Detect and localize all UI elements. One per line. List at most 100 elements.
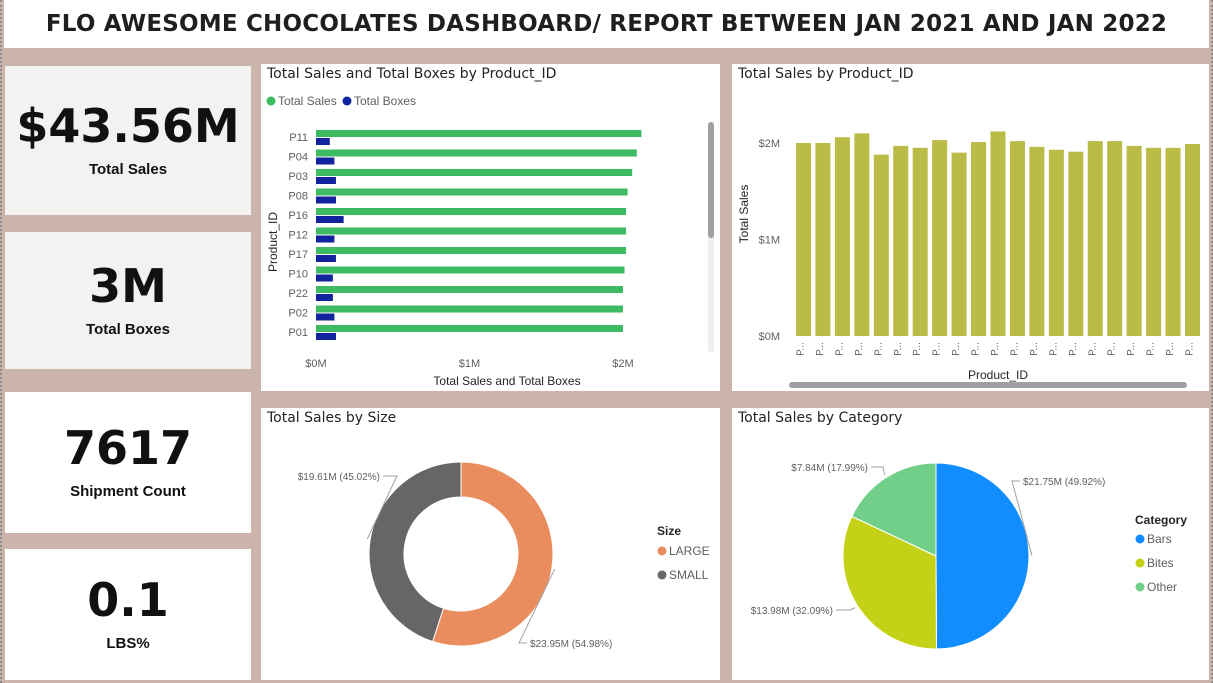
chart1-x-axis-title: Total Sales and Total Boxes bbox=[433, 374, 580, 388]
chart3-title: Total Sales by Size bbox=[267, 410, 397, 426]
chart3-leader-line bbox=[518, 568, 556, 644]
legend-swatch-other bbox=[1135, 582, 1145, 592]
legend-swatch-total-sales bbox=[266, 96, 276, 106]
chart-sales-by-size[interactable]: Total Sales by Size $23.95M (54.98%) $19.… bbox=[261, 408, 720, 680]
chart2-bar bbox=[815, 143, 831, 336]
chart1-bar-total-boxes bbox=[316, 138, 330, 145]
legend-swatch-small bbox=[657, 570, 667, 580]
chart4-plot: $21.75M (49.92%) $13.98M (32.09%) $7.84M (… bbox=[751, 462, 1105, 650]
chart4-data-label: $13.98M (32.09%) bbox=[751, 606, 833, 617]
chart2-x-tick-label: P... bbox=[1107, 342, 1118, 356]
legend-label-total-sales: Total Sales bbox=[278, 94, 337, 108]
kpi-lbs-value: 0.1 bbox=[87, 573, 169, 627]
chart2-x-tick-label: P... bbox=[1165, 342, 1176, 356]
chart1-title: Total Sales and Total Boxes by Product_I… bbox=[267, 66, 557, 82]
chart2-bar bbox=[854, 133, 870, 336]
chart1-bar-total-boxes bbox=[316, 255, 336, 262]
chart4-svg: $21.75M (49.92%) $13.98M (32.09%) $7.84M (… bbox=[751, 462, 1187, 650]
chart2-y-axis-title: Total Sales bbox=[737, 185, 751, 244]
kpi-total-sales-value: $43.56M bbox=[16, 99, 240, 153]
chart1-y-tick-label: P04 bbox=[288, 152, 308, 164]
chart-sales-by-product[interactable]: Total Sales by Product_ID $0M $1M $2M P... P… bbox=[732, 64, 1209, 391]
chart2-x-tick-label: P... bbox=[951, 342, 962, 356]
chart4-leader-line bbox=[871, 466, 886, 476]
chart2-bar bbox=[951, 152, 967, 336]
chart4-slice-other bbox=[851, 462, 937, 557]
kpi-total-sales-label: Total Sales bbox=[88, 161, 168, 178]
chart2-bar bbox=[1029, 146, 1045, 336]
chart1-plot: $0M $1M $2M P11 P04 P03 P08 P16 P12 P17 P10 P22 P02 P… bbox=[288, 130, 642, 370]
dashboard-title: FLO AWESOME CHOCOLATES DASHBOARD/ REPORT… bbox=[45, 11, 1168, 37]
chart3-svg: $23.95M (54.98%) $19.61M (45.02%) Size LA… bbox=[298, 461, 710, 650]
chart1-bar-total-sales bbox=[316, 130, 642, 137]
dashboard-title-bar: FLO AWESOME CHOCOLATES DASHBOARD/ REPORT… bbox=[4, 0, 1209, 48]
chart2-bar bbox=[1068, 151, 1084, 336]
chart1-scrollbar-thumb[interactable] bbox=[708, 122, 714, 238]
chart1-bar-total-sales bbox=[316, 227, 627, 235]
chart1-bar-total-boxes bbox=[316, 333, 336, 340]
chart1-bar-total-sales bbox=[316, 247, 627, 254]
canvas-left-border bbox=[0, 0, 2, 683]
chart2-svg: $0M $1M $2M P... P... P... P... P... P... P... P..… bbox=[737, 131, 1200, 388]
legend-label-bars: Bars bbox=[1147, 532, 1172, 546]
chart1-bar-total-sales bbox=[316, 169, 633, 176]
chart4-data-label: $7.84M (17.99%) bbox=[791, 463, 868, 474]
chart1-bar-total-sales bbox=[316, 149, 637, 157]
kpi-card-total-boxes[interactable]: 3M Total Boxes bbox=[5, 232, 251, 369]
chart1-bar-total-boxes bbox=[316, 196, 336, 204]
chart1-bar-total-boxes bbox=[316, 177, 336, 184]
kpi-card-total-sales[interactable]: $43.56M Total Sales bbox=[5, 66, 251, 215]
chart1-bar-total-sales bbox=[316, 286, 623, 293]
chart2-x-tick-label: P... bbox=[1185, 342, 1196, 356]
chart1-y-tick-label: P17 bbox=[288, 249, 308, 261]
chart2-bar bbox=[873, 154, 889, 336]
chart2-plot: $0M $1M $2M P... P... P... P... P... P... P... P..… bbox=[759, 131, 1200, 356]
chart2-scrollbar-thumb[interactable] bbox=[789, 382, 1187, 388]
chart1-bar-total-sales bbox=[316, 188, 628, 196]
chart-sales-boxes-by-product[interactable]: Total Sales and Total Boxes by Product_I… bbox=[261, 64, 720, 391]
chart2-bar bbox=[990, 131, 1006, 336]
chart1-y-tick-label: P22 bbox=[288, 288, 308, 300]
chart1-y-tick-label: P03 bbox=[288, 171, 308, 183]
kpi-card-shipment-count[interactable]: 7617 Shipment Count bbox=[5, 392, 251, 533]
legend-label-total-boxes: Total Boxes bbox=[354, 94, 416, 108]
chart4-leader-line bbox=[1011, 480, 1033, 556]
chart2-bar bbox=[834, 137, 850, 336]
chart1-bar-total-boxes bbox=[316, 313, 335, 321]
legend-swatch-total-boxes bbox=[342, 96, 352, 106]
chart1-bar-total-sales bbox=[316, 266, 625, 274]
kpi-total-boxes-label: Total Boxes bbox=[86, 321, 170, 338]
chart1-bar-total-boxes bbox=[316, 294, 333, 301]
kpi-shipment-count-label: Shipment Count bbox=[70, 483, 186, 500]
chart4-slice-bars bbox=[935, 462, 1030, 650]
chart2-x-tick-label: P... bbox=[796, 342, 807, 356]
chart3-plot: $23.95M (54.98%) $19.61M (45.02%) bbox=[298, 461, 612, 650]
chart1-bar-total-boxes bbox=[316, 235, 335, 243]
chart2-x-tick-label: P... bbox=[1029, 342, 1040, 356]
chart2-bar bbox=[1009, 141, 1025, 336]
chart1-svg: Total Sales Total Boxes $0M $1M $2M P11 P04 P… bbox=[266, 94, 714, 388]
chart2-x-tick-label: P... bbox=[990, 342, 1001, 356]
legend-label-other: Other bbox=[1147, 580, 1177, 594]
chart1-bar-total-sales bbox=[316, 305, 623, 313]
chart2-bar bbox=[893, 145, 909, 336]
chart2-bar bbox=[796, 143, 811, 336]
chart2-bar bbox=[1126, 145, 1142, 336]
chart2-title: Total Sales by Product_ID bbox=[738, 66, 914, 82]
chart1-y-tick-label: P01 bbox=[288, 327, 308, 339]
chart2-x-tick-label: P... bbox=[1146, 342, 1157, 356]
chart2-x-tick-label: P... bbox=[834, 342, 845, 356]
canvas-right-border bbox=[1211, 0, 1213, 683]
chart2-bar bbox=[1107, 141, 1123, 336]
chart-sales-by-category[interactable]: Total Sales by Category $21.75M (49.92%)… bbox=[732, 408, 1209, 680]
kpi-card-lbs[interactable]: 0.1 LBS% bbox=[5, 549, 251, 680]
chart1-x-tick-label: $1M bbox=[459, 358, 480, 370]
chart1-y-tick-label: P08 bbox=[288, 191, 308, 203]
chart3-slice-large bbox=[432, 461, 554, 647]
chart2-y-tick-label: $1M bbox=[759, 235, 780, 247]
chart1-x-tick-label: $0M bbox=[305, 358, 326, 370]
chart1-bar-total-boxes bbox=[316, 274, 333, 282]
chart4-leader-line bbox=[836, 607, 856, 611]
chart3-legend-title: Size bbox=[657, 524, 681, 538]
